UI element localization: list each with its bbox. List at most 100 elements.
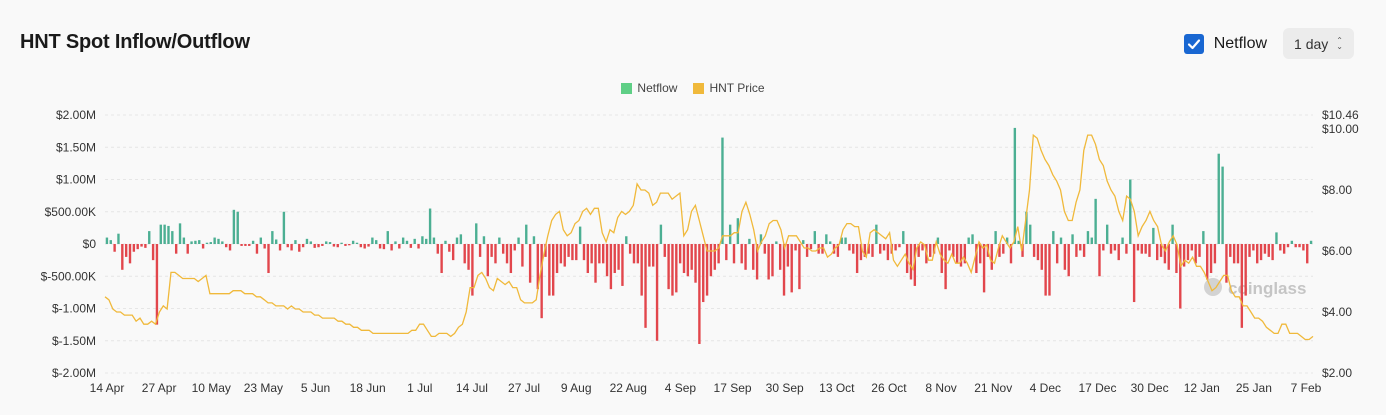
netflow-bar xyxy=(367,244,370,247)
netflow-bar xyxy=(998,244,1001,257)
netflow-bar xyxy=(163,224,166,244)
netflow-bar xyxy=(1121,237,1124,244)
y-left-tick-label: $0 xyxy=(83,237,97,251)
netflow-checkbox[interactable] xyxy=(1183,33,1204,54)
netflow-bar xyxy=(1021,244,1024,257)
netflow-bar xyxy=(844,237,847,244)
netflow-bar xyxy=(536,244,539,290)
netflow-bar xyxy=(228,244,232,251)
netflow-bar xyxy=(117,233,120,244)
netflow-bar xyxy=(990,244,993,270)
netflow-bar xyxy=(748,238,751,244)
netflow-bar xyxy=(852,244,855,254)
netflow-bar xyxy=(1252,244,1255,251)
legend-item-netflow[interactable]: Netflow xyxy=(621,81,677,95)
y-left-tick-label: $-1.50M xyxy=(52,334,96,348)
netflow-bar xyxy=(328,242,332,244)
netflow-bar xyxy=(763,244,766,254)
coinglass-watermark: coinglass xyxy=(1204,278,1306,298)
netflow-bar xyxy=(351,240,355,244)
netflow-bar xyxy=(259,237,263,244)
chart-title: HNT Spot Inflow/Outflow xyxy=(20,31,250,53)
netflow-bar xyxy=(251,240,255,244)
netflow-bar xyxy=(632,244,636,264)
grid-lines xyxy=(105,114,1313,374)
netflow-bar xyxy=(840,237,843,244)
netflow-bar xyxy=(205,242,209,244)
netflow-bar xyxy=(921,244,924,251)
netflow-bar xyxy=(375,240,378,244)
netflow-bar xyxy=(1244,244,1247,296)
netflow-bar xyxy=(875,224,878,244)
netflow-bar xyxy=(1236,244,1240,264)
netflow-bar xyxy=(567,244,570,257)
netflow-bar xyxy=(1071,234,1074,244)
netflow-bar xyxy=(221,241,224,244)
x-tick-label: 30 Dec xyxy=(1131,381,1169,395)
netflow-bar xyxy=(1298,244,1301,248)
netflow-bar xyxy=(451,244,455,261)
netflow-bar xyxy=(794,244,797,251)
netflow-bar xyxy=(1094,198,1097,244)
x-tick-label: 17 Sep xyxy=(714,381,752,395)
netflow-bar xyxy=(132,244,136,252)
netflow-bar xyxy=(744,244,747,270)
netflow-bar xyxy=(478,244,482,257)
netflow-bar xyxy=(1105,224,1109,244)
netflow-bar xyxy=(455,237,459,244)
netflow-bar xyxy=(359,244,363,248)
netflow-bar xyxy=(1048,244,1051,296)
netflow-bar xyxy=(178,223,182,244)
netflow-bar xyxy=(675,244,678,293)
netflow-bar xyxy=(1182,244,1186,267)
x-tick-label: 1 Jul xyxy=(407,381,432,395)
y-axis-right: $10.46$10.00 $8.00 $6.00 $4.00 $2.00 xyxy=(1322,108,1359,380)
x-tick-label: 30 Sep xyxy=(766,381,804,395)
netflow-bar xyxy=(525,224,528,244)
netflow-bar xyxy=(1032,244,1036,257)
netflow-bar xyxy=(317,244,320,248)
netflow-bar xyxy=(348,244,351,246)
netflow-bar xyxy=(652,244,655,267)
netflow-checkbox-label[interactable]: Netflow xyxy=(1213,34,1268,52)
netflow-bar xyxy=(1209,244,1213,274)
x-tick-label: 13 Oct xyxy=(819,381,855,395)
netflow-bar xyxy=(159,224,162,244)
y-right-tick-label: $6.00 xyxy=(1322,244,1352,258)
netflow-bar xyxy=(128,244,132,264)
netflow-bar xyxy=(459,234,463,244)
netflow-bar xyxy=(609,244,613,290)
netflow-bar xyxy=(401,237,405,244)
netflow-bar xyxy=(540,244,543,319)
netflow-bar xyxy=(1017,240,1020,244)
period-select[interactable]: 1 day ⌃ ⌄ xyxy=(1283,28,1354,59)
netflow-bar xyxy=(628,244,632,254)
netflow-bar xyxy=(382,244,386,250)
netflow-bar xyxy=(602,244,605,264)
legend-item-price[interactable]: HNT Price xyxy=(693,81,765,95)
y-left-tick-label: $-1.00M xyxy=(52,302,96,316)
y-right-tick-label: $4.00 xyxy=(1322,305,1352,319)
netflow-bar xyxy=(767,244,770,280)
x-tick-label: 10 May xyxy=(192,381,231,395)
x-tick-label: 23 May xyxy=(244,381,283,395)
netflow-bar xyxy=(644,244,647,328)
netflow-bar xyxy=(1117,244,1120,261)
netflow-bar xyxy=(124,244,128,257)
netflow-bar xyxy=(790,244,793,293)
netflow-bar xyxy=(213,237,216,244)
netflow-bar xyxy=(863,244,867,257)
netflow-bar xyxy=(1290,240,1294,244)
netflow-bar xyxy=(917,244,920,257)
netflow-bar xyxy=(805,244,809,257)
y-right-tick-label: $8.00 xyxy=(1322,183,1352,197)
netflow-bar xyxy=(1009,244,1013,264)
netflow-bar xyxy=(448,244,451,252)
netflow-bar xyxy=(902,231,905,244)
netflow-bar xyxy=(544,244,547,257)
netflow-bar xyxy=(621,244,624,286)
netflow-bar xyxy=(113,244,116,252)
netflow-bar xyxy=(517,237,520,244)
netflow-bar xyxy=(1075,244,1078,257)
period-select-value: 1 day xyxy=(1294,35,1329,52)
